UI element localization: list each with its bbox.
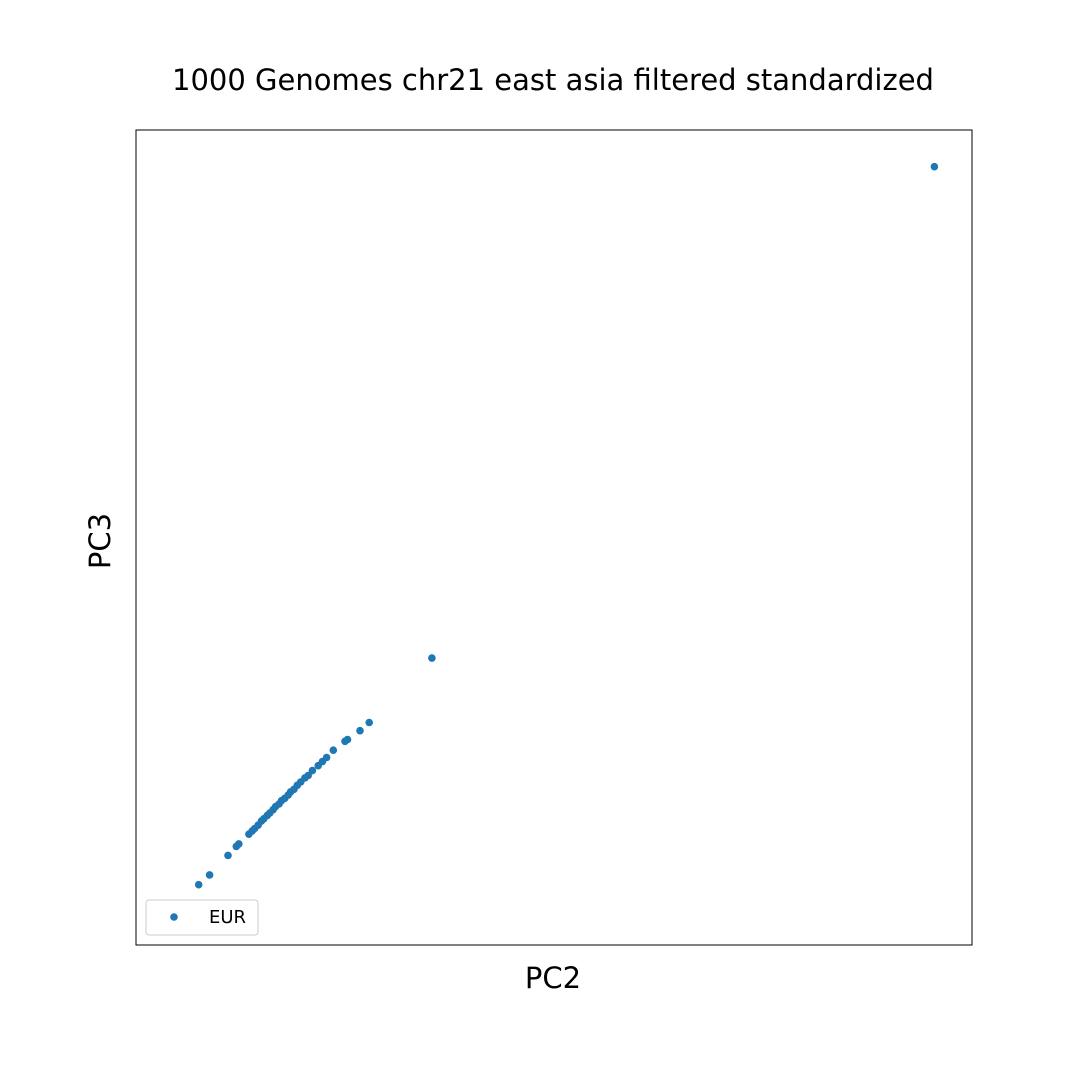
data-point [343,735,352,744]
data-point [322,753,331,762]
x-axis-label: PC2 [525,961,581,995]
legend-label: EUR [209,907,246,928]
legend-marker [170,913,178,921]
y-axis-label: PC3 [83,513,117,569]
data-point [930,162,939,171]
data-point [356,726,364,735]
data-point [224,851,232,860]
data-point [308,766,317,775]
data-point [365,718,374,727]
data-point [205,871,214,879]
points-layer [194,162,939,889]
chart-title: 1000 Genomes chr21 east asia filtered st… [172,63,934,97]
data-point [329,746,338,754]
legend: EUR [145,899,259,936]
data-point [235,840,243,848]
data-point [194,880,203,889]
data-point [428,654,436,662]
legend-frame [145,899,259,936]
